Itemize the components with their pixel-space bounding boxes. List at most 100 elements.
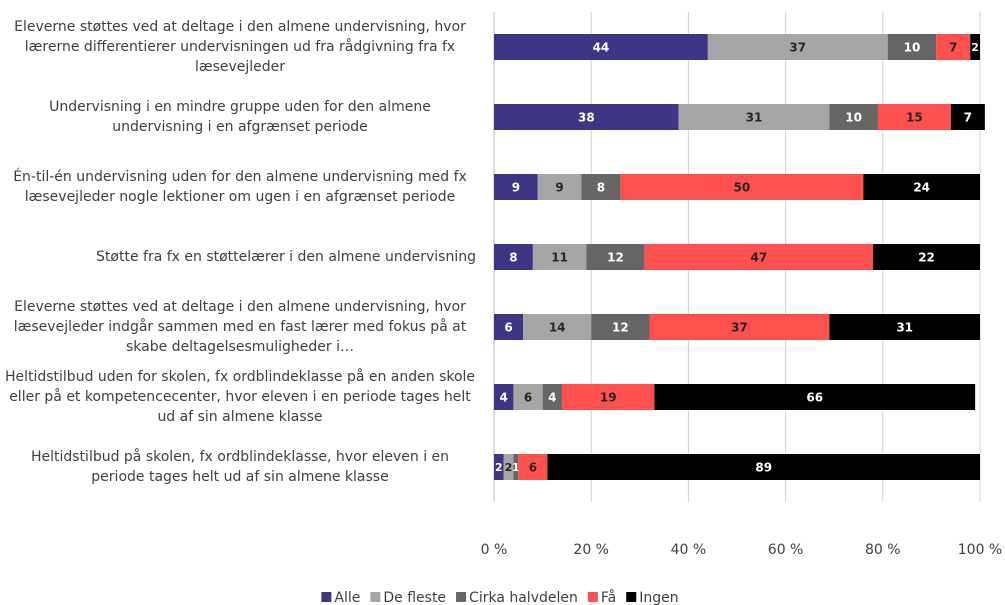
bar-segment [863, 174, 980, 200]
data-label: 12 [612, 321, 629, 335]
y-tick-label: Heltidstilbud uden for skolen, fx ordbli… [4, 369, 476, 425]
legend-label: Cirka halvdelen [469, 590, 578, 605]
data-label: 2 [971, 41, 979, 54]
bar-segment [513, 454, 519, 480]
data-label: 24 [913, 181, 930, 195]
data-label: 31 [896, 321, 913, 335]
data-label: 47 [751, 251, 768, 265]
legend-label: Få [601, 589, 616, 605]
data-label: 19 [600, 391, 617, 405]
bar-segment [523, 314, 592, 340]
bar-segment [678, 104, 830, 130]
bar-segment [586, 244, 645, 270]
bar-segment [562, 384, 655, 410]
bar-segment [649, 314, 830, 340]
data-label: 7 [964, 111, 972, 125]
bar-segment [542, 384, 563, 410]
x-tick-label: 100 % [958, 542, 1002, 558]
bar-segment [620, 174, 864, 200]
bar-segment [518, 454, 548, 480]
bar-segment [547, 454, 980, 480]
data-label: 10 [904, 41, 921, 55]
data-label: 6 [529, 461, 537, 475]
data-label: 4 [500, 391, 508, 405]
bar-segment [494, 34, 708, 60]
data-label: 8 [597, 181, 605, 195]
bar-segment [829, 314, 980, 340]
y-tick-label: Eleverne støttes ved at deltage i den al… [14, 19, 466, 75]
bar-segment [494, 314, 524, 340]
legend-label: De fleste [383, 590, 446, 605]
bar-segment [644, 244, 874, 270]
data-label: 7 [949, 41, 957, 55]
bar-segment [513, 384, 543, 410]
bar-segment [494, 244, 533, 270]
data-label: 4 [548, 391, 556, 405]
data-label: 11 [551, 251, 568, 265]
y-tick-label: Undervisning i en mindre gruppe uden for… [49, 99, 431, 135]
bar-segment [494, 454, 504, 480]
data-label: 2 [505, 461, 513, 474]
data-label: 22 [918, 251, 935, 265]
category-label-box: Heltidstilbud på skolen, fx ordblindekla… [4, 431, 476, 503]
data-label: 6 [504, 321, 512, 335]
legend-swatch [587, 592, 598, 602]
data-label: 14 [549, 321, 566, 335]
data-label: 8 [509, 251, 517, 265]
bar-segment [877, 104, 951, 130]
bar-segment [503, 454, 514, 480]
bar-segment [873, 244, 980, 270]
y-tick-label: Støtte fra fx en støttelærer i den almen… [96, 249, 476, 265]
bar-segment [829, 104, 878, 130]
bar-segment [494, 174, 538, 200]
data-label: 44 [593, 41, 610, 55]
data-label: 66 [806, 391, 823, 405]
data-label: 10 [845, 111, 862, 125]
bar-segment [494, 384, 514, 410]
data-label: 31 [746, 111, 763, 125]
legend-label: Alle [334, 590, 360, 605]
bar-segment [936, 34, 971, 60]
bar-segment [707, 34, 888, 60]
bar-segment [532, 244, 587, 270]
data-label: 9 [555, 181, 563, 195]
data-label: 15 [906, 111, 923, 125]
data-label: 2 [495, 461, 503, 474]
x-tick-label: 60 % [768, 542, 804, 558]
data-label: 1 [512, 461, 520, 474]
x-tick-label: 40 % [671, 542, 707, 558]
data-label: 38 [578, 111, 595, 125]
legend-swatch [456, 592, 467, 602]
data-label: 89 [755, 461, 772, 475]
y-tick-label: Heltidstilbud på skolen, fx ordblindekla… [30, 449, 450, 485]
y-tick-label: Eleverne støttes ved at deltage i den al… [13, 299, 467, 355]
x-tick-label: 80 % [865, 542, 901, 558]
data-label: 9 [512, 181, 520, 195]
category-label-box: Undervisning i en mindre gruppe uden for… [4, 81, 476, 153]
legend-swatch [626, 592, 637, 602]
bar-segment [581, 174, 621, 200]
bar-segment [950, 104, 985, 130]
data-label: 6 [524, 391, 532, 405]
category-label-box: Støtte fra fx en støttelærer i den almen… [4, 221, 476, 293]
category-label-box: Heltidstilbud uden for skolen, fx ordbli… [4, 361, 476, 433]
category-label-box: Eleverne støttes ved at deltage i den al… [4, 11, 476, 83]
category-label-box: Eleverne støttes ved at deltage i den al… [4, 291, 476, 363]
bar-segment [654, 384, 976, 410]
y-tick-label: Én-til-én undervisning uden for den alme… [13, 169, 467, 205]
data-label: 37 [731, 321, 748, 335]
bar-segment [494, 104, 679, 130]
bar-segment [970, 34, 980, 60]
data-label: 37 [789, 41, 806, 55]
category-label-box: Én-til-én undervisning uden for den alme… [4, 151, 476, 223]
legend-label: Ingen [639, 590, 678, 605]
x-tick-label: 20 % [573, 542, 609, 558]
bar-segment [537, 174, 582, 200]
legend-swatch [370, 592, 381, 602]
bar-segment [591, 314, 650, 340]
bar-segment [887, 34, 937, 60]
data-label: 12 [607, 251, 624, 265]
x-tick-label: 0 % [481, 542, 508, 558]
